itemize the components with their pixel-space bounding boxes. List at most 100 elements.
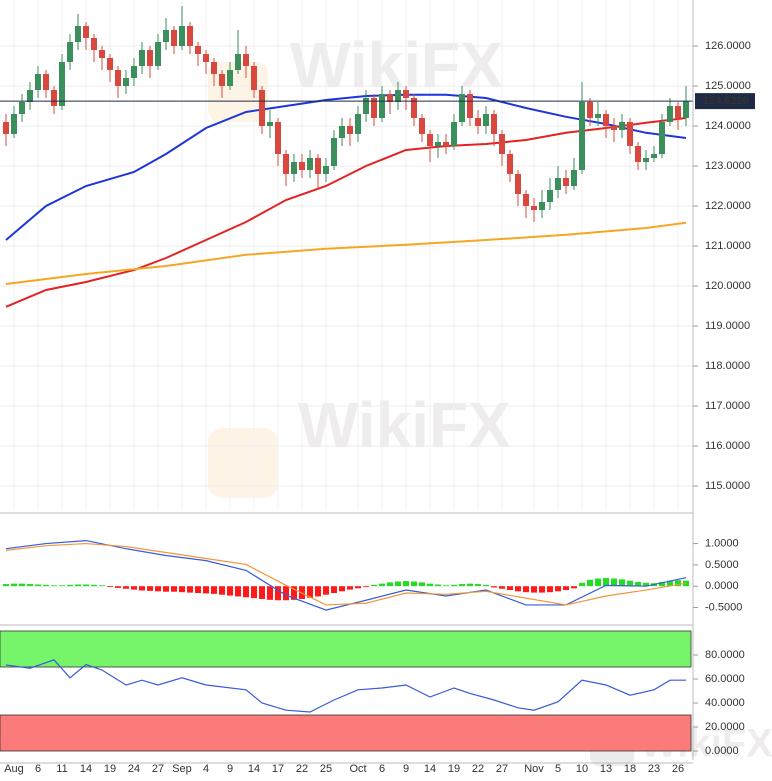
x-tick-label: 5 — [555, 763, 561, 775]
rsi-line — [5, 659, 686, 713]
y-tick-label: 0.0000 — [705, 580, 739, 592]
candle-body — [187, 26, 193, 46]
candle-body — [595, 114, 601, 118]
histogram-bar — [83, 584, 89, 587]
candle-body — [451, 122, 457, 146]
x-tick-label: 27 — [496, 763, 508, 775]
histogram-bar — [267, 586, 273, 600]
x-tick-label: 26 — [672, 763, 684, 775]
candle-body — [363, 98, 369, 114]
x-tick-label: 11 — [56, 763, 67, 775]
histogram-bar — [275, 586, 281, 601]
histogram-bar — [379, 583, 385, 587]
histogram-bar — [139, 586, 145, 591]
x-tick-label: 18 — [624, 763, 636, 775]
histogram-bar — [11, 583, 17, 587]
histogram-bar — [587, 579, 593, 587]
histogram-bar — [643, 582, 649, 587]
candle-body — [507, 154, 513, 174]
y-tick-label: 116.0000 — [705, 440, 750, 452]
histogram-bar — [563, 586, 569, 591]
candle-body — [323, 166, 329, 174]
candle-body — [371, 98, 377, 118]
histogram-bar — [67, 584, 73, 587]
candle-body — [291, 162, 297, 174]
candle-body — [275, 122, 281, 154]
candle-body — [427, 134, 433, 146]
histogram-bar — [579, 582, 585, 587]
x-tick-label: 22 — [472, 763, 484, 775]
candle-body — [163, 30, 169, 42]
candle-body — [555, 178, 561, 190]
candle-body — [243, 54, 249, 66]
candle-body — [75, 26, 81, 42]
histogram-bar — [475, 584, 481, 587]
candle-body — [459, 94, 465, 122]
last-price-box — [695, 93, 755, 110]
candle-body — [675, 106, 681, 118]
histogram-bar — [555, 586, 561, 592]
histogram-bar — [611, 578, 617, 587]
x-tick-label: Oct — [349, 763, 366, 775]
macd-line — [5, 542, 687, 606]
histogram-bar — [339, 586, 345, 592]
y-tick-label: 125.0000 — [705, 80, 751, 92]
candle-body — [579, 102, 585, 170]
histogram-bar — [195, 586, 201, 594]
candle-body — [331, 138, 337, 166]
histogram-bar — [259, 586, 265, 599]
candle-body — [515, 174, 521, 194]
y-tick-label: 117.0000 — [705, 400, 750, 412]
candle-body — [491, 114, 497, 134]
histogram-bar — [131, 586, 137, 590]
candle-body — [571, 170, 577, 186]
candle-body — [523, 194, 529, 206]
candle-body — [147, 50, 153, 66]
candle-body — [403, 90, 409, 98]
x-tick-label: 23 — [648, 763, 660, 775]
histogram-bar — [515, 586, 521, 592]
histogram-bar — [403, 581, 409, 587]
candle-body — [91, 38, 97, 50]
histogram-bar — [419, 582, 425, 587]
x-tick-label: 27 — [152, 763, 164, 775]
candle-body — [203, 54, 209, 62]
x-tick-label: Nov — [524, 763, 544, 775]
candle-body — [51, 90, 57, 106]
histogram-bar — [3, 584, 9, 587]
y-tick-label: 80.0000 — [705, 649, 745, 661]
candle-body — [635, 146, 641, 162]
histogram-bar — [435, 584, 441, 587]
histogram-bar — [499, 586, 505, 589]
candle-body — [539, 202, 545, 210]
candle-body — [355, 114, 361, 134]
histogram-bar — [539, 586, 545, 593]
histogram-bar — [603, 578, 609, 587]
histogram-bar — [227, 586, 233, 596]
candle-body — [67, 42, 73, 62]
candle-body — [619, 122, 625, 130]
candle-body — [483, 114, 489, 126]
candle-body — [667, 106, 673, 122]
histogram-bar — [547, 586, 553, 593]
histogram-bar — [243, 586, 249, 598]
moving-average — [5, 117, 687, 308]
x-tick-label: 19 — [104, 763, 116, 775]
candle-body — [419, 118, 425, 134]
histogram-bar — [483, 584, 489, 587]
histogram-bar — [459, 584, 465, 587]
macd-line — [5, 539, 687, 611]
candle-body — [379, 94, 385, 118]
histogram-bar — [355, 586, 361, 589]
candle-body — [179, 26, 185, 46]
y-tick-label: 0.5000 — [705, 559, 739, 571]
candle-body — [339, 126, 345, 138]
y-tick-label: 123.0000 — [705, 160, 751, 172]
y-tick-label: -0.5000 — [705, 601, 742, 613]
x-tick-label: 13 — [600, 763, 612, 775]
candle-body — [195, 46, 201, 54]
histogram-bar — [147, 586, 153, 591]
x-tick-label: 14 — [80, 763, 92, 775]
histogram-bar — [635, 581, 641, 587]
histogram-bar — [179, 586, 185, 593]
